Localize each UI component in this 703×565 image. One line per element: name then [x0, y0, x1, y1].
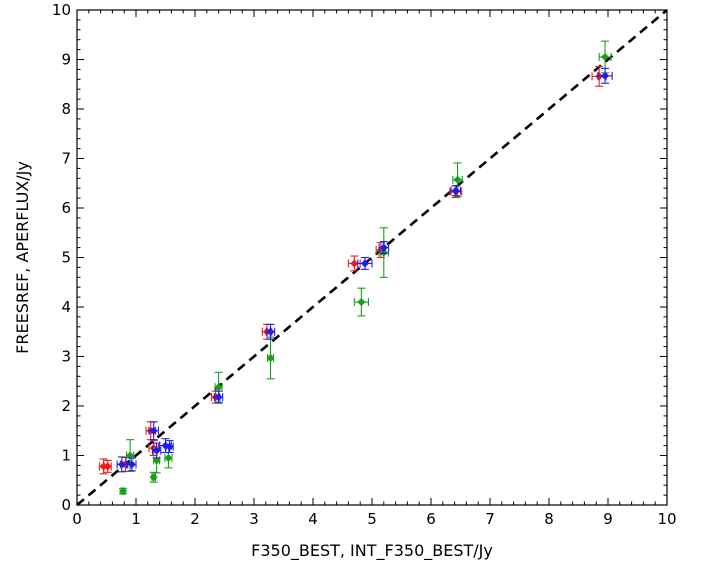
point-marker — [350, 259, 359, 268]
data-series — [98, 40, 613, 496]
point-marker — [360, 259, 369, 268]
data-point — [165, 440, 174, 454]
y-tick-label: 9 — [61, 51, 71, 69]
point-marker — [214, 393, 223, 402]
y-axis-label: FREESREF, APERFLUX/Jy — [13, 161, 32, 354]
point-marker — [601, 53, 610, 62]
data-point — [116, 456, 128, 473]
identity-reference-line — [76, 9, 668, 506]
point-marker — [126, 451, 135, 460]
x-tick-label: 3 — [249, 510, 259, 528]
y-tick-label: 2 — [61, 397, 71, 415]
x-tick-label: 0 — [72, 510, 82, 528]
point-marker — [266, 327, 275, 336]
data-point — [148, 421, 159, 441]
x-tick-label: 10 — [657, 510, 676, 528]
point-marker — [357, 298, 366, 307]
series-1 — [98, 65, 607, 475]
point-marker — [103, 462, 112, 471]
data-point — [149, 471, 158, 483]
data-point — [127, 457, 137, 472]
y-tick-label: 3 — [61, 348, 71, 366]
y-tick-label: 4 — [61, 298, 71, 316]
x-tick-label: 1 — [131, 510, 141, 528]
x-axis-label: F350_BEST, INT_F350_BEST/Jy — [251, 541, 493, 561]
x-tick-label: 9 — [603, 510, 613, 528]
y-tick-label: 10 — [52, 1, 71, 19]
plot-area-frame — [76, 9, 668, 506]
data-point — [103, 459, 112, 473]
data-point — [213, 390, 224, 404]
data-point — [450, 185, 462, 197]
data-point — [118, 487, 128, 496]
y-tick-label: 8 — [61, 100, 71, 118]
tick-marks — [76, 9, 668, 506]
point-marker — [152, 456, 161, 465]
data-point — [347, 255, 361, 272]
data-point — [597, 67, 613, 84]
x-tick-label: 7 — [485, 510, 495, 528]
point-marker — [118, 487, 128, 496]
y-tick-label: 5 — [61, 249, 71, 267]
point-marker — [601, 71, 610, 80]
data-point — [357, 256, 373, 270]
point-marker — [165, 442, 174, 451]
point-marker — [266, 353, 275, 363]
y-tick-label: 6 — [61, 199, 71, 217]
series-3 — [116, 67, 613, 473]
y-tick-label: 7 — [61, 150, 71, 168]
point-marker — [451, 186, 460, 195]
point-marker — [127, 460, 136, 469]
point-marker — [453, 175, 462, 184]
x-tick-label: 6 — [426, 510, 436, 528]
point-marker — [149, 426, 158, 435]
tick-labels: 0 1 2 3 4 5 6 7 8 9 10 0 1 2 3 4 5 6 7 8 9 10 — [52, 1, 677, 528]
y-tick-label: 1 — [61, 447, 71, 465]
x-tick-label: 2 — [190, 510, 200, 528]
point-marker — [117, 460, 126, 469]
point-marker — [149, 473, 158, 482]
x-tick-label: 8 — [544, 510, 554, 528]
data-point — [265, 323, 276, 340]
point-marker — [164, 453, 173, 462]
data-point — [378, 241, 390, 255]
data-point — [266, 336, 275, 380]
point-marker — [379, 243, 388, 252]
x-tick-label: 5 — [367, 510, 377, 528]
x-tick-label: 4 — [308, 510, 318, 528]
data-point — [151, 442, 162, 459]
data-point — [353, 287, 370, 317]
y-tick-label: 0 — [61, 496, 71, 514]
